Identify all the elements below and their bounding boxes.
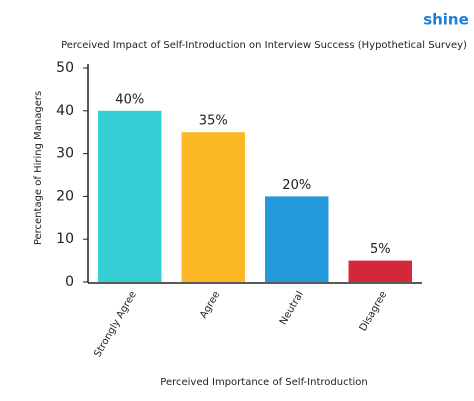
value-label: 20% [282, 178, 311, 193]
logo: shine [423, 11, 469, 29]
y-tick-label: 0 [65, 274, 74, 290]
y-tick-label: 20 [56, 188, 74, 204]
y-tick-label: 40 [56, 103, 74, 119]
y-axis-label: Percentage of Hiring Managers [33, 91, 44, 245]
x-tick-label: Neutral [278, 290, 306, 327]
x-tick-label: Disagree [358, 290, 390, 334]
x-tick-label: Strongly Agree [92, 290, 139, 360]
chart-title: Perceived Impact of Self-Introduction on… [61, 40, 467, 51]
bar [265, 196, 329, 282]
y-tick-label: 30 [56, 146, 74, 162]
bar [348, 260, 412, 282]
value-label: 35% [199, 114, 228, 129]
y-tick-label: 10 [56, 231, 74, 247]
y-tick-label: 50 [56, 60, 74, 76]
value-label: 5% [370, 242, 391, 257]
bar [98, 110, 162, 282]
bar [181, 132, 245, 282]
x-axis-label: Perceived Importance of Self-Introductio… [160, 377, 367, 388]
value-label: 40% [115, 92, 144, 107]
x-tick-label: Agree [198, 290, 222, 321]
